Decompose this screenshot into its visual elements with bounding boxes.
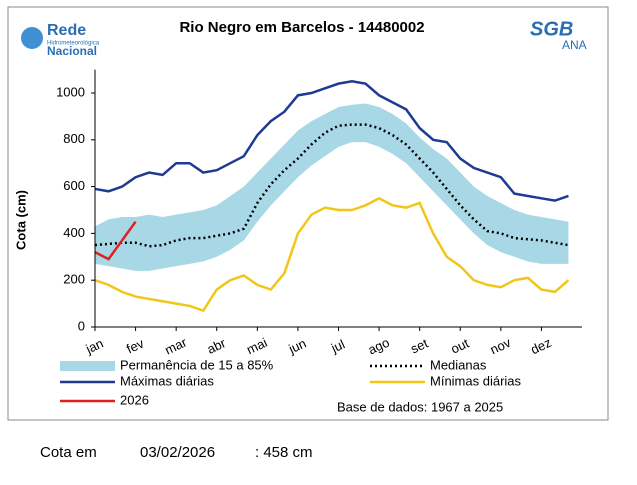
legend-label: Mínimas diárias bbox=[430, 373, 522, 388]
x-tick-label: dez bbox=[528, 335, 553, 357]
logo-text: Hidrometeorológica bbox=[47, 41, 100, 47]
x-tick-label: jan bbox=[83, 336, 106, 357]
series-line bbox=[94, 80, 569, 202]
legend-label: Medianas bbox=[430, 357, 487, 372]
y-tick-label: 200 bbox=[63, 272, 85, 287]
legend-label: Permanência de 15 a 85% bbox=[120, 357, 274, 372]
y-tick-label: 400 bbox=[63, 225, 85, 240]
footer-value: : 458 cm bbox=[255, 444, 313, 461]
x-tick-label: mai bbox=[244, 335, 269, 357]
legend-label: Máximas diárias bbox=[120, 373, 214, 388]
x-tick-label: ago bbox=[366, 335, 392, 358]
footer-label: Cota em bbox=[40, 444, 97, 461]
x-tick-label: out bbox=[448, 335, 471, 356]
logo-text: SGB bbox=[530, 18, 573, 40]
x-tick-label: abr bbox=[205, 335, 229, 357]
series-line bbox=[94, 123, 569, 248]
logo-text: Nacional bbox=[47, 44, 97, 58]
y-axis-label: Cota (cm) bbox=[13, 190, 28, 250]
series-line bbox=[94, 220, 137, 261]
legend-swatch bbox=[60, 361, 115, 371]
x-tick-label: mar bbox=[162, 334, 189, 357]
note: Base de dados: 1967 a 2025 bbox=[337, 399, 503, 414]
chart-title: Rio Negro em Barcelos - 14480002 bbox=[179, 19, 424, 36]
x-tick-label: jul bbox=[328, 336, 347, 356]
logo-text: ANA bbox=[562, 38, 587, 52]
logo-icon bbox=[21, 27, 43, 49]
logo-text: Rede bbox=[47, 22, 86, 39]
x-tick-label: jun bbox=[286, 336, 309, 357]
y-tick-label: 600 bbox=[63, 178, 85, 193]
chart-frame bbox=[7, 6, 609, 421]
band-area bbox=[95, 103, 569, 271]
series-line bbox=[94, 196, 570, 313]
y-tick-label: 800 bbox=[63, 131, 85, 146]
legend-label: 2026 bbox=[120, 392, 149, 407]
y-tick-label: 1000 bbox=[56, 84, 85, 99]
x-tick-label: set bbox=[408, 335, 430, 356]
y-tick-label: 0 bbox=[78, 318, 85, 333]
footer-date: 03/02/2026 bbox=[140, 444, 215, 461]
x-tick-label: nov bbox=[488, 335, 514, 358]
x-tick-label: fev bbox=[124, 335, 147, 356]
